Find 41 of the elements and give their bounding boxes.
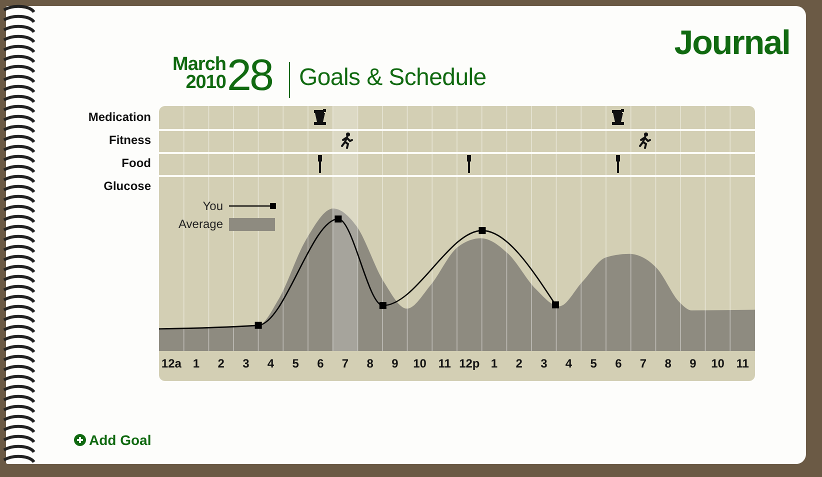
point [478, 227, 486, 234]
x-tick-label: 11 [438, 356, 452, 371]
x-tick-label: 6 [317, 356, 324, 371]
text: Food [122, 156, 151, 170]
text: 2010 [186, 72, 226, 93]
x-tick-label: 9 [392, 356, 399, 371]
x-tick-label: 4 [565, 356, 572, 371]
text: Fitness [108, 133, 151, 147]
chart-title: Goals & Schedule [299, 64, 486, 92]
text: Glucose [104, 179, 151, 193]
x-tick-label: 8 [664, 356, 672, 371]
legend-label: Average [178, 217, 223, 231]
text: Medication [88, 110, 151, 124]
x-tick-label: 1 [192, 356, 200, 371]
legend-label: You [202, 199, 223, 213]
x-tick-label: 3 [540, 356, 548, 371]
text: Add Goal [88, 432, 152, 448]
point [254, 322, 262, 329]
x-tick-label: 7 [342, 356, 349, 371]
x-tick-label: 11 [736, 356, 750, 371]
x-tick-label: 12p [459, 356, 480, 371]
x-tick-label: 8 [366, 356, 374, 371]
text: 28 [227, 51, 272, 100]
x-tick-label: 3 [242, 356, 250, 371]
x-tick-label: 5 [590, 356, 598, 371]
text: Journal [674, 24, 790, 63]
x-tick-label: 7 [640, 356, 647, 371]
x-tick-label: 2 [218, 356, 225, 371]
text: March [172, 54, 226, 75]
point [334, 216, 342, 223]
x-tick-label: 1 [490, 356, 498, 371]
x-tick-label: 10 [413, 356, 427, 371]
x-tick-label: 4 [267, 356, 274, 371]
x-tick-label: 12a [161, 356, 182, 371]
x-tick-label: 2 [516, 356, 523, 371]
x-tick-label: 6 [615, 356, 622, 371]
x-tick-label: 10 [711, 356, 725, 371]
x-tick-label: 5 [292, 356, 300, 371]
x-tick-label: 9 [690, 356, 697, 371]
point [379, 302, 386, 310]
point [552, 301, 560, 308]
